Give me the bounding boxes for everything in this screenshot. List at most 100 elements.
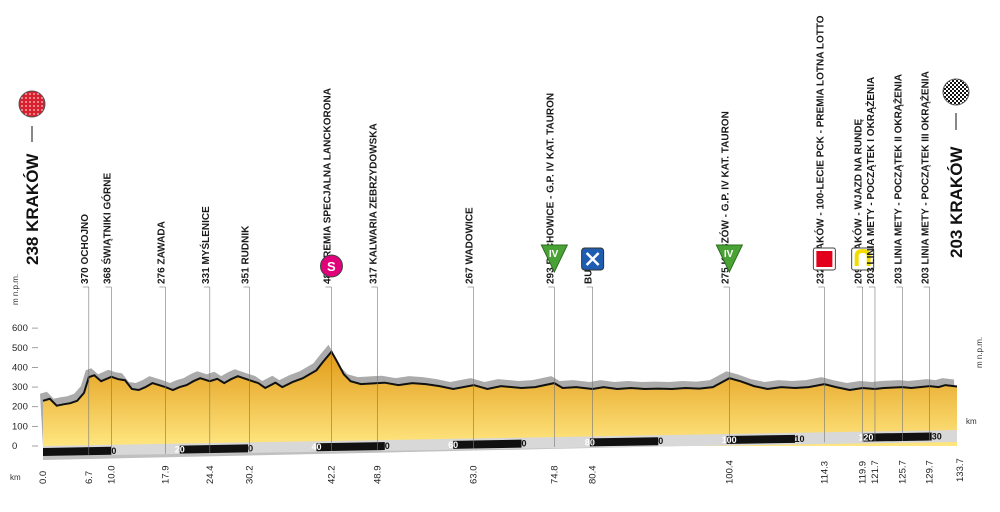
- circuit-entry-icon: [854, 248, 871, 266]
- waypoint: 370 OCHOJNO 6.7: [80, 214, 95, 484]
- waypoint-label: 351 RUDNIK: [240, 225, 251, 284]
- feed-zone-icon-stroke: [585, 252, 600, 266]
- waypoint-km-label: 125.7: [897, 460, 908, 484]
- waypoint-label: 275 KASZÓW - G.P. IV KAT. TAURON: [718, 111, 731, 284]
- y-tick-label: 100: [12, 421, 28, 432]
- y-tick-label: 300: [12, 382, 28, 393]
- km-band-tick-label: 50: [380, 441, 390, 451]
- y-tick-label: 400: [12, 362, 28, 373]
- waypoint-km-label: 121.7: [870, 460, 881, 484]
- km-band-tick-label: 70: [517, 439, 527, 449]
- waypoints: 370 OCHOJNO 6.7 368 ŚWIĄTNIKI GÓRNE 10.0 276…: [80, 15, 936, 484]
- km-band-tick-label: 60: [448, 440, 458, 450]
- waypoint-km-label: 10.0: [106, 466, 117, 485]
- waypoint-label: 203 LINIA METY - POCZĄTEK III OKRĄŻENIA: [919, 71, 932, 284]
- km-band-tick-label: 80: [585, 437, 595, 447]
- waypoint: 203 LINIA METY - POCZĄTEK III OKRĄŻENIA 1…: [919, 71, 936, 484]
- waypoint-km-label: 24.4: [205, 466, 216, 485]
- waypoint: 331 MYŚLENICE 24.4: [199, 206, 216, 484]
- waypoint: 267 WADOWICE 63.0: [465, 207, 480, 484]
- climb-cat-iv-icon: [540, 244, 569, 274]
- km-band-segment: [179, 444, 249, 454]
- start-icon: [18, 90, 46, 118]
- km-band-tick-label: 40: [311, 442, 321, 452]
- waypoint: 293 BACHOWICE - G.P. IV KAT. TAURON 74.8 I…: [540, 93, 569, 485]
- waypoint-label: 370 OCHOJNO: [80, 214, 91, 284]
- waypoint-label: 317 KALWARIA ZEBRZYDOWSKA: [368, 123, 379, 284]
- waypoint-km-label: 48.9: [372, 466, 383, 485]
- elevation-profile: [40, 344, 958, 446]
- waypoint-label: 209 KRAKÓW - WJAZD NA RUNDĘ: [852, 118, 865, 284]
- y-tick-label: 200: [12, 402, 28, 413]
- sprint-s-icon: [319, 254, 343, 278]
- waypoint-label: 232 KRAKÓW - 100-LECIE PCK - PREMIA LOTN…: [813, 15, 826, 284]
- km-band-tick-label: 90: [653, 436, 663, 446]
- y-tick-label: 500: [12, 343, 28, 354]
- waypoint-km-label: 63.0: [469, 466, 480, 485]
- waypoint-label: 203 LINIA METY - POCZĄTEK I OKRĄŻENIA: [864, 77, 877, 284]
- waypoint: 317 KALWARIA ZEBRZYDOWSKA 48.9: [368, 123, 383, 484]
- km-band-tick-label: 30: [243, 443, 253, 453]
- km-label-right: km: [966, 417, 977, 426]
- y-tick-labels: 0 100 200 300 400 500 600: [12, 323, 38, 452]
- km-band-segment: [589, 437, 659, 447]
- km-band-segment: [43, 446, 112, 456]
- waypoint: 276 ZAWADA 17.9: [156, 221, 171, 484]
- waypoint-km-label: 6.7: [84, 471, 95, 484]
- waypoint-km-label: 42.2: [326, 466, 337, 485]
- waypoint: 203 LINIA METY - POCZĄTEK II OKRĄŻENIA 12…: [891, 74, 908, 484]
- waypoint-km-label: 30.2: [244, 466, 255, 485]
- km-band-segment: [726, 434, 795, 445]
- km-label-left: km: [10, 473, 21, 482]
- waypoint-label: 331 MYŚLENICE: [199, 206, 212, 284]
- waypoint-km-label: 80.4: [588, 466, 599, 485]
- waypoint-km-label: 74.8: [549, 466, 560, 485]
- waypoint-label: 267 WADOWICE: [465, 207, 476, 284]
- km-band-segment: [316, 442, 385, 452]
- km-band-tick-label: 130: [927, 431, 942, 441]
- waypoint-label: 293 BACHOWICE - G.P. IV KAT. TAURON: [545, 93, 556, 284]
- km-band-segment: [863, 432, 932, 442]
- waypoint-label: 368 ŚWIĄTNIKI GÓRNE: [100, 173, 113, 284]
- start-label: 238 KRAKÓW: [23, 153, 42, 265]
- waypoint-label: 276 ZAWADA: [156, 221, 167, 284]
- waypoint-km-label: 100.4: [724, 460, 735, 484]
- finish-marker: 203 KRAKÓW 133.7: [942, 78, 970, 482]
- waypoint: 209 KRAKÓW - WJAZD NA RUNDĘ 119.9: [851, 118, 875, 484]
- y-tick-label: 600: [12, 323, 28, 334]
- waypoint: 275 KASZÓW - G.P. IV KAT. TAURON 100.4 IV: [715, 111, 744, 484]
- waypoint-km-label: 119.9: [858, 461, 869, 484]
- km-band-segment: [453, 439, 522, 449]
- km-band-tick-label: 110: [790, 434, 805, 444]
- climb-cat-iv-icon-text: IV: [724, 249, 734, 260]
- finish-km-label: 133.7: [955, 458, 966, 482]
- waypoint-label: 203 LINIA METY - POCZĄTEK II OKRĄŻENIA: [891, 74, 904, 284]
- waypoint: 203 LINIA METY - POCZĄTEK I OKRĄŻENIA 121…: [864, 77, 881, 484]
- start-km-label: 0.0: [38, 471, 49, 484]
- y-axis-label-right: m n.p.m.: [975, 337, 984, 368]
- y-tick-label: 0: [12, 441, 17, 452]
- waypoint-km-label: 129.7: [925, 460, 936, 484]
- y-axis: m n.p.m.: [11, 274, 20, 305]
- profile-area: [43, 351, 957, 446]
- waypoint-label: 480 PREMIA SPECJALNA LANCKORONA: [322, 88, 333, 284]
- km-band-tick-label: 120: [858, 433, 873, 443]
- climb-cat-iv-icon-text: IV: [549, 249, 559, 260]
- waypoint: 368 ŚWIĄTNIKI GÓRNE 10.0: [100, 173, 117, 484]
- start-marker: 238 KRAKÓW 0.0: [18, 90, 49, 484]
- finish-icon: [942, 78, 970, 106]
- waypoint: 351 RUDNIK 30.2: [240, 225, 255, 484]
- waypoint-km-label: 17.9: [160, 466, 171, 485]
- waypoint: BUFET80.4: [581, 247, 605, 485]
- sprint-s-icon-text: S: [327, 259, 336, 274]
- flying-sprint-icon: [816, 251, 833, 267]
- climb-cat-iv-icon: [715, 244, 744, 274]
- waypoint: 480 PREMIA SPECJALNA LANCKORONA 42.2 S: [319, 88, 343, 485]
- profile-line: [42, 349, 958, 407]
- waypoint: 232 KRAKÓW - 100-LECIE PCK - PREMIA LOTN…: [812, 15, 836, 484]
- waypoint-km-label: 114.3: [819, 461, 830, 484]
- finish-label: 203 KRAKÓW: [947, 146, 966, 258]
- km-band-tick-label: 20: [175, 445, 185, 455]
- y-axis-label: m n.p.m.: [11, 274, 20, 305]
